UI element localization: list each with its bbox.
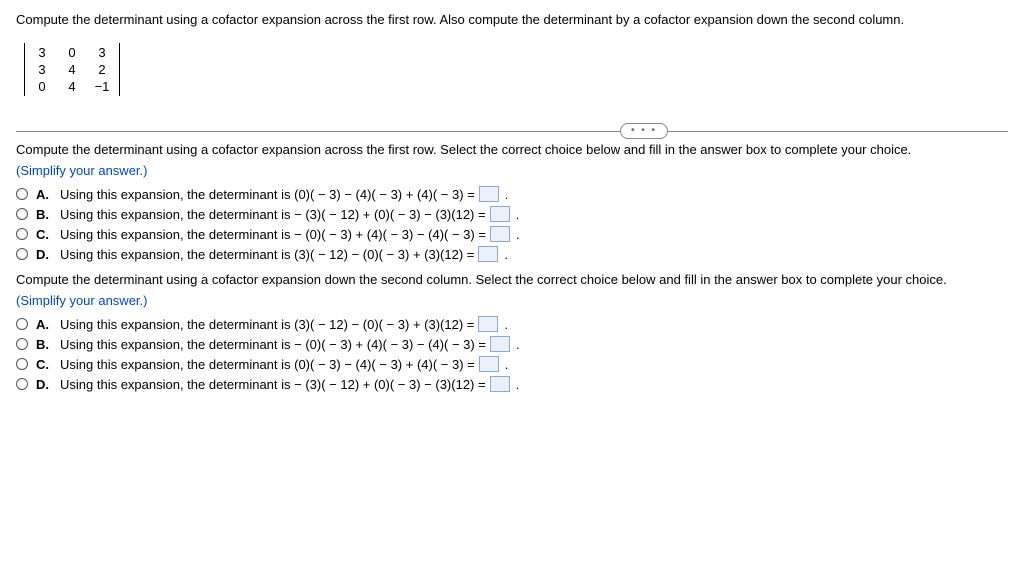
choice-text: Using this expansion, the determinant is… — [60, 186, 508, 202]
radio-icon[interactable] — [16, 188, 28, 200]
choice-letter: A. — [36, 317, 52, 332]
choice-letter: C. — [36, 227, 52, 242]
matrix-row: 3 4 2 — [31, 62, 113, 77]
matrix-right-bar — [119, 43, 120, 96]
matrix: 3 0 3 3 4 2 0 4 −1 — [24, 43, 120, 96]
matrix-cell: 4 — [61, 62, 83, 77]
part2-choice-d[interactable]: D. Using this expansion, the determinant… — [16, 376, 1008, 392]
choice-expression: Using this expansion, the determinant is… — [60, 227, 486, 242]
part2-choice-a[interactable]: A. Using this expansion, the determinant… — [16, 316, 1008, 332]
choice-text: Using this expansion, the determinant is… — [60, 356, 508, 372]
choice-period: . — [516, 207, 520, 222]
section-divider: • • • — [16, 112, 1008, 132]
choice-text: Using this expansion, the determinant is… — [60, 226, 520, 242]
matrix-cell: 3 — [31, 62, 53, 77]
choice-expression: Using this expansion, the determinant is… — [60, 317, 474, 332]
part1-hint: (Simplify your answer.) — [16, 163, 1008, 178]
choice-period: . — [504, 247, 508, 262]
part1-prompt: Compute the determinant using a cofactor… — [16, 142, 1008, 157]
matrix-row: 0 4 −1 — [31, 79, 113, 94]
matrix-cell: 3 — [91, 45, 113, 60]
answer-input[interactable] — [479, 186, 499, 202]
radio-icon[interactable] — [16, 358, 28, 370]
choice-period: . — [505, 187, 509, 202]
matrix-cell: 0 — [31, 79, 53, 94]
choice-expression: Using this expansion, the determinant is… — [60, 337, 486, 352]
matrix-cell: 2 — [91, 62, 113, 77]
radio-icon[interactable] — [16, 378, 28, 390]
choice-letter: C. — [36, 357, 52, 372]
radio-icon[interactable] — [16, 208, 28, 220]
choice-text: Using this expansion, the determinant is… — [60, 316, 508, 332]
choice-letter: D. — [36, 377, 52, 392]
part1-choice-d[interactable]: D. Using this expansion, the determinant… — [16, 246, 1008, 262]
choice-period: . — [505, 357, 509, 372]
radio-icon[interactable] — [16, 338, 28, 350]
choice-letter: A. — [36, 187, 52, 202]
answer-input[interactable] — [490, 206, 510, 222]
choice-period: . — [516, 227, 520, 242]
matrix-body: 3 0 3 3 4 2 0 4 −1 — [25, 43, 119, 96]
choice-letter: B. — [36, 337, 52, 352]
choice-text: Using this expansion, the determinant is… — [60, 376, 519, 392]
part1-choice-c[interactable]: C. Using this expansion, the determinant… — [16, 226, 1008, 242]
matrix-cell: 3 — [31, 45, 53, 60]
problem-statement: Compute the determinant using a cofactor… — [16, 12, 1008, 27]
part1-choice-a[interactable]: A. Using this expansion, the determinant… — [16, 186, 1008, 202]
choice-expression: Using this expansion, the determinant is… — [60, 187, 475, 202]
matrix-cell: −1 — [91, 79, 113, 94]
radio-icon[interactable] — [16, 228, 28, 240]
part2-hint: (Simplify your answer.) — [16, 293, 1008, 308]
choice-letter: B. — [36, 207, 52, 222]
choice-expression: Using this expansion, the determinant is… — [60, 377, 486, 392]
answer-input[interactable] — [478, 246, 498, 262]
choice-period: . — [504, 317, 508, 332]
radio-icon[interactable] — [16, 248, 28, 260]
answer-input[interactable] — [479, 356, 499, 372]
choice-expression: Using this expansion, the determinant is… — [60, 207, 486, 222]
choice-text: Using this expansion, the determinant is… — [60, 246, 508, 262]
answer-input[interactable] — [490, 376, 510, 392]
matrix-row: 3 0 3 — [31, 45, 113, 60]
part2-prompt: Compute the determinant using a cofactor… — [16, 272, 1008, 287]
radio-icon[interactable] — [16, 318, 28, 330]
answer-input[interactable] — [490, 336, 510, 352]
choice-expression: Using this expansion, the determinant is… — [60, 357, 475, 372]
choice-period: . — [516, 337, 520, 352]
choice-text: Using this expansion, the determinant is… — [60, 336, 520, 352]
part2-choice-c[interactable]: C. Using this expansion, the determinant… — [16, 356, 1008, 372]
choice-period: . — [516, 377, 520, 392]
matrix-cell: 4 — [61, 79, 83, 94]
choice-expression: Using this expansion, the determinant is… — [60, 247, 474, 262]
matrix-cell: 0 — [61, 45, 83, 60]
more-dots-icon[interactable]: • • • — [620, 123, 668, 139]
part2-choice-b[interactable]: B. Using this expansion, the determinant… — [16, 336, 1008, 352]
answer-input[interactable] — [490, 226, 510, 242]
choice-letter: D. — [36, 247, 52, 262]
part1-choice-b[interactable]: B. Using this expansion, the determinant… — [16, 206, 1008, 222]
choice-text: Using this expansion, the determinant is… — [60, 206, 519, 222]
answer-input[interactable] — [478, 316, 498, 332]
